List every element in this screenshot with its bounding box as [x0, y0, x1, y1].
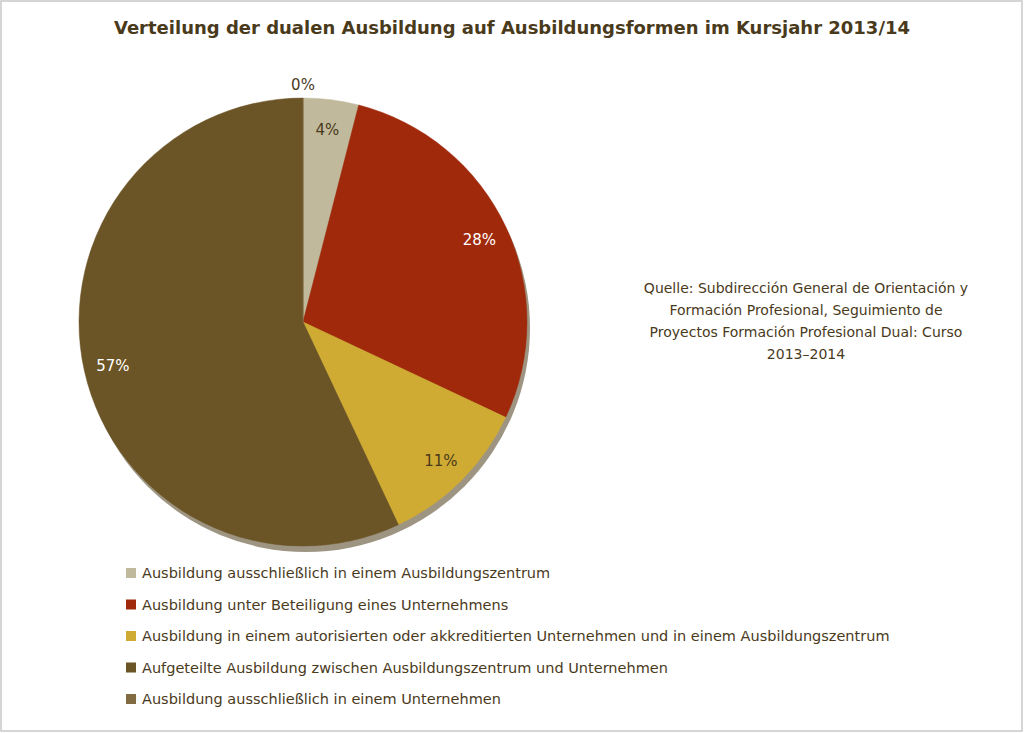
title: Verteilung der dualen Ausbildung auf Aus… — [114, 17, 910, 38]
legend-swatch — [126, 663, 136, 673]
legend-swatch — [126, 694, 136, 704]
legend-label: Ausbildung unter Beteiligung eines Unter… — [142, 597, 508, 613]
legend-label: Ausbildung in einem autorisierten oder a… — [142, 628, 890, 644]
data-label: 11% — [424, 452, 457, 470]
legend-label: Ausbildung ausschließlich in einem Unter… — [142, 691, 501, 707]
legend-swatch — [126, 568, 136, 578]
data-label: 0% — [291, 76, 315, 94]
data-label: 4% — [316, 121, 340, 139]
annotation: Formación Profesional, Seguimiento de — [669, 302, 942, 318]
source-note: Quelle: Subdirección General de Orientac… — [644, 280, 968, 362]
annotation: Quelle: Subdirección General de Orientac… — [644, 280, 968, 296]
legend-swatch — [126, 631, 136, 641]
annotation: 2013–2014 — [767, 346, 845, 362]
pie-slice — [79, 98, 398, 546]
legend-label: Aufgeteilte Ausbildung zwischen Ausbildu… — [142, 660, 668, 676]
slices — [79, 98, 527, 546]
data-label: 57% — [96, 357, 129, 375]
legend-label: Ausbildung ausschließlich in einem Ausbi… — [142, 565, 550, 581]
data-labels: 4% 28% 11% 57% 0% — [96, 76, 496, 470]
data-label: 28% — [463, 231, 496, 249]
legend: Ausbildung ausschließlich in einem Ausbi… — [126, 565, 890, 707]
chart: Verteilung der dualen Ausbildung auf Aus… — [0, 0, 1024, 733]
annotation: Proyectos Formación Profesional Dual: Cu… — [650, 324, 963, 340]
legend-swatch — [126, 600, 136, 610]
pie-slice — [303, 98, 304, 322]
frame — [1, 1, 1022, 731]
